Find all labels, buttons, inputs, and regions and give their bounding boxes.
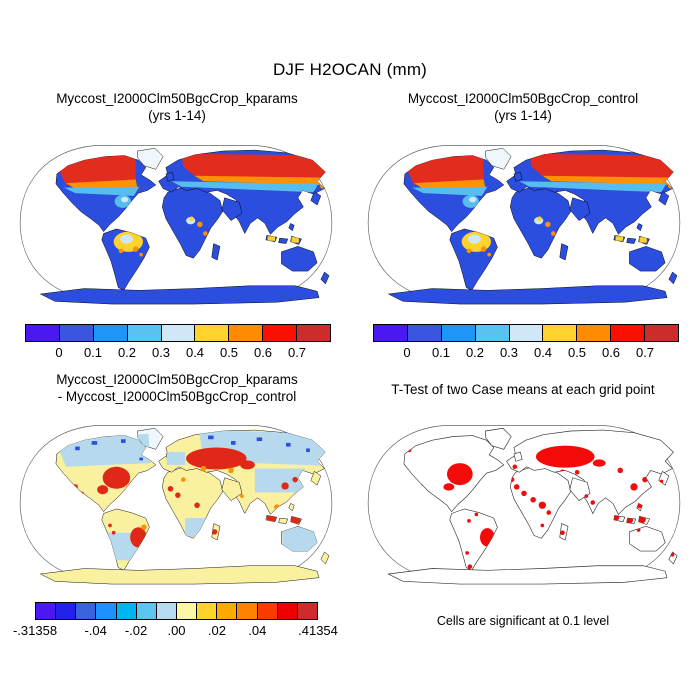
colorbar-tick: 0 bbox=[55, 345, 63, 360]
colorbar-segment bbox=[217, 603, 238, 619]
colorbar-segment bbox=[509, 325, 544, 341]
colorbar-segment bbox=[543, 325, 578, 341]
colorbar-tick-labels: -.31358 -.04 -.02 .00 .02 .04 .41354 bbox=[13, 620, 338, 638]
colorbar-segment bbox=[26, 325, 60, 341]
colorbar-mean-control: 0 0.1 0.2 0.3 0.4 0.5 0.6 0.7 bbox=[373, 324, 679, 360]
panel-title-line1: T-Test of two Case means at each grid po… bbox=[391, 382, 655, 397]
map-ttest bbox=[359, 410, 689, 595]
colorbar-segment bbox=[197, 603, 218, 619]
panel-title-mean-kparams: Myccost_I2000Clm50BgcCrop_kparams (yrs 1… bbox=[10, 90, 344, 124]
colorbar-segment bbox=[297, 603, 317, 619]
colorbar-segments bbox=[35, 602, 318, 620]
panel-title-line2: (yrs 1-14) bbox=[148, 108, 206, 123]
colorbar-segment bbox=[127, 325, 162, 341]
figure-title: DJF H2OCAN (mm) bbox=[272, 60, 428, 79]
panel-title-line2: (yrs 1-14) bbox=[494, 108, 552, 123]
colorbar-segment bbox=[441, 325, 476, 341]
colorbar-segment bbox=[277, 603, 298, 619]
colorbar-tick-labels: 0 0.1 0.2 0.3 0.4 0.5 0.6 0.7 bbox=[25, 342, 331, 360]
panel-title-line1: Myccost_I2000Clm50BgcCrop_control bbox=[407, 91, 639, 106]
colorbar-tick: .41354 bbox=[298, 623, 338, 638]
colorbar-tick: 0.6 bbox=[253, 345, 273, 360]
colorbar-segment bbox=[116, 603, 137, 619]
colorbar-tick: 0.4 bbox=[533, 345, 553, 360]
colorbar-segment bbox=[407, 325, 442, 341]
colorbar-segment bbox=[263, 325, 298, 341]
colorbar-segment bbox=[195, 325, 230, 341]
panel-title-line2: - Myccost_I2000Clm50BgcCrop_control bbox=[57, 389, 297, 404]
panel-title-line1: Myccost_I2000Clm50BgcCrop_kparams bbox=[56, 91, 298, 106]
colorbar-segment bbox=[176, 603, 198, 619]
colorbar-tick: 0.7 bbox=[287, 345, 307, 360]
colorbar-difference: -.31358 -.04 -.02 .00 .02 .04 .41354 bbox=[13, 602, 338, 638]
colorbar-segment bbox=[96, 603, 117, 619]
ttest-caption: Cells are significant at 0.1 level bbox=[436, 614, 610, 628]
colorbar-tick: -.02 bbox=[124, 623, 148, 638]
colorbar-tick: 0.6 bbox=[601, 345, 621, 360]
colorbar-tick: 0.7 bbox=[635, 345, 655, 360]
panel-title-difference: Myccost_I2000Clm50BgcCrop_kparams - Mycc… bbox=[10, 371, 344, 405]
map-mean-control bbox=[359, 130, 689, 315]
colorbar-tick: .00 bbox=[167, 623, 186, 638]
colorbar-segment bbox=[136, 603, 157, 619]
colorbar-segment bbox=[93, 325, 128, 341]
colorbar-tick: 0.1 bbox=[83, 345, 103, 360]
colorbar-segment bbox=[645, 325, 679, 341]
colorbar-tick: .04 bbox=[248, 623, 267, 638]
colorbar-mean-kparams: 0 0.1 0.2 0.3 0.4 0.5 0.6 0.7 bbox=[25, 324, 331, 360]
colorbar-tick: 0.2 bbox=[117, 345, 137, 360]
mean-overlays bbox=[401, 153, 676, 257]
colorbar-segment bbox=[36, 603, 57, 619]
colorbar-segment bbox=[237, 603, 258, 619]
colorbar-segment bbox=[161, 325, 196, 341]
colorbar-segment bbox=[257, 603, 278, 619]
colorbar-segments bbox=[373, 324, 679, 342]
colorbar-segment bbox=[76, 603, 97, 619]
colorbar-tick: 0.5 bbox=[567, 345, 587, 360]
colorbar-segment bbox=[59, 325, 94, 341]
colorbar-segment bbox=[475, 325, 510, 341]
difference-overlays bbox=[55, 430, 328, 561]
map-mean-kparams bbox=[11, 130, 341, 315]
colorbar-tick: 0.4 bbox=[185, 345, 205, 360]
colorbar-tick: 0.5 bbox=[219, 345, 239, 360]
colorbar-tick: -.31358 bbox=[12, 623, 58, 638]
colorbar-tick: 0.2 bbox=[465, 345, 485, 360]
colorbar-tick-labels: 0 0.1 0.2 0.3 0.4 0.5 0.6 0.7 bbox=[373, 342, 679, 360]
colorbar-segment bbox=[229, 325, 264, 341]
mean-overlays bbox=[53, 153, 328, 257]
colorbar-tick: 0.3 bbox=[151, 345, 171, 360]
colorbar-segment bbox=[611, 325, 646, 341]
colorbar-segment bbox=[156, 603, 177, 619]
colorbar-tick: 0.1 bbox=[431, 345, 451, 360]
panel-title-ttest: T-Test of two Case means at each grid po… bbox=[356, 381, 690, 398]
colorbar-segment bbox=[56, 603, 77, 619]
colorbar-tick: 0 bbox=[403, 345, 411, 360]
colorbar-segment bbox=[374, 325, 408, 341]
colorbar-segments bbox=[25, 324, 331, 342]
panel-title-line1: Myccost_I2000Clm50BgcCrop_kparams bbox=[56, 372, 298, 387]
colorbar-segment bbox=[577, 325, 612, 341]
colorbar-tick: 0.3 bbox=[499, 345, 519, 360]
colorbar-tick: .02 bbox=[207, 623, 226, 638]
colorbar-tick: -.04 bbox=[84, 623, 107, 638]
map-difference bbox=[11, 410, 341, 595]
colorbar-segment bbox=[297, 325, 331, 341]
panel-title-mean-control: Myccost_I2000Clm50BgcCrop_control (yrs 1… bbox=[356, 90, 690, 124]
